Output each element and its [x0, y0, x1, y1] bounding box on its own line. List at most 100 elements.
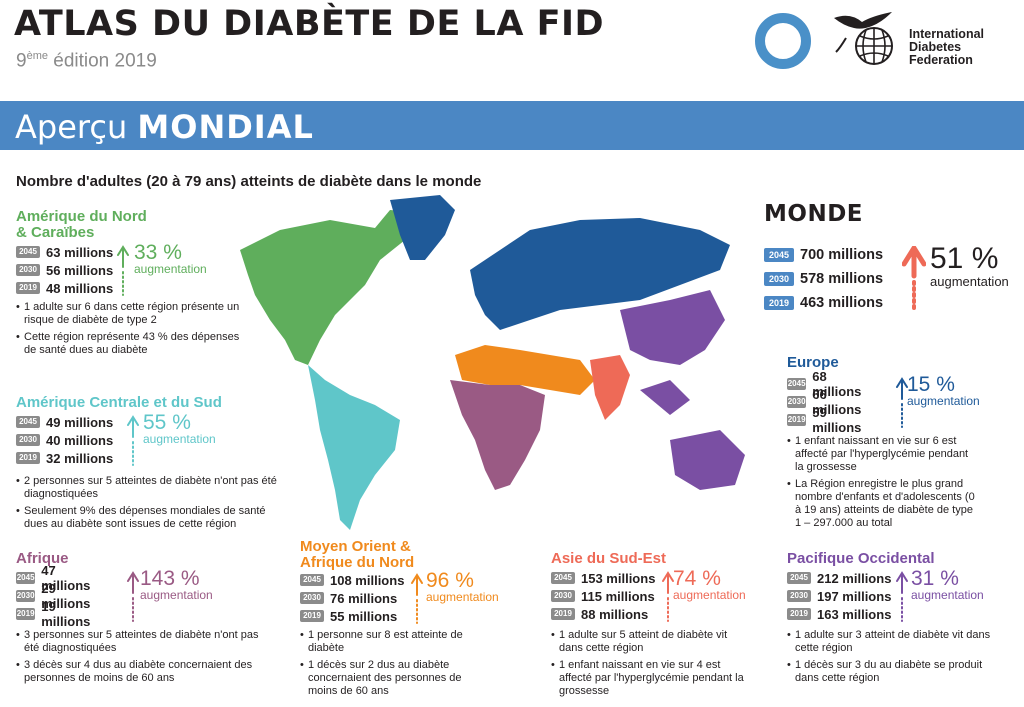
world-stats: 2045 700 millions 2030 578 millions 2019 46… [764, 243, 883, 315]
year-badge: 2019 [764, 296, 794, 310]
value-2030: 115 millions [581, 588, 655, 604]
increase-arrow-icon [896, 377, 908, 428]
increase-arrow-icon [127, 415, 139, 466]
region-western-pacific: Pacifique Occidental 2045 212 millions 20… [787, 550, 990, 684]
region-notes: 3 personnes sur 5 atteintes de diabète n… [16, 629, 271, 689]
increase-block: 33 % augmentation [134, 241, 207, 276]
year-badge: 2045 [300, 574, 324, 586]
value-2019: 19 millions [41, 599, 91, 629]
region-notes: 1 personne sur 8 est atteinte de diabète… [300, 629, 480, 702]
world-2030: 578 millions [800, 271, 884, 287]
region-title: Amérique du Nord & Caraïbes [16, 208, 147, 241]
value-2019: 32 millions [46, 450, 114, 466]
map-europe [470, 218, 730, 330]
year-badge: 2030 [300, 592, 324, 604]
note-item: 2 personnes sur 5 atteintes de diabète n… [16, 475, 286, 501]
map-south-east-asia [590, 355, 630, 420]
value-2019: 88 millions [581, 606, 649, 622]
increase-block: 143 % augmentation [140, 567, 213, 602]
value-2045: 108 millions [330, 572, 405, 588]
increase-percent: 33 % [134, 241, 182, 264]
map-south-america [308, 365, 400, 530]
value-2045: 212 millions [817, 570, 892, 586]
region-title: Pacifique Occidental [787, 550, 935, 567]
year-badge: 2019 [551, 608, 575, 620]
value-2030: 56 millions [46, 262, 114, 278]
map-north-america [240, 210, 415, 365]
value-2019: 163 millions [817, 606, 892, 622]
idf-bird-globe-logo [834, 12, 893, 65]
increase-label: augmentation [134, 262, 207, 276]
increase-arrow-icon [662, 571, 674, 622]
blue-circle-logo [755, 13, 811, 69]
year-badge: 2045 [787, 378, 807, 390]
note-item: 1 adulte sur 3 atteint de diabète vit da… [787, 629, 992, 655]
year-badge: 2030 [764, 272, 794, 286]
increase-percent: 96 % [426, 569, 474, 592]
note-item: 3 personnes sur 5 atteintes de diabète n… [16, 629, 271, 655]
year-badge: 2030 [16, 264, 40, 276]
value-2045: 49 millions [46, 414, 114, 430]
note-item: 1 personne sur 8 est atteinte de diabète [300, 629, 480, 655]
increase-label: augmentation [911, 588, 984, 602]
value-2030: 29 millions [41, 581, 91, 611]
year-badge: 2030 [787, 590, 811, 602]
region-north-america: Amérique du Nord & Caraïbes 2045 63 milli… [16, 208, 239, 356]
note-item: 1 adulte sur 5 atteint de diabète vit da… [551, 629, 751, 655]
value-2045: 153 millions [581, 570, 656, 586]
region-central-south-america: Amérique Centrale et du Sud 2045 49 milli… [16, 394, 277, 530]
value-2030: 40 millions [46, 432, 114, 448]
value-2030: 76 millions [330, 590, 398, 606]
year-badge: 2019 [300, 610, 324, 622]
title-banner: Aperçu MONDIAL [0, 101, 1024, 150]
world-increase: 51 % augmentation [930, 242, 1009, 290]
note-item: 1 adulte sur 6 dans cette région présent… [16, 301, 241, 327]
region-mena: Moyen Orient & Afrique du Nord 2045 108 m… [300, 539, 499, 697]
region-title: Europe [787, 354, 839, 371]
increase-label: augmentation [140, 588, 213, 602]
note-item: 1 enfant naissant en vie sur 6 est affec… [787, 435, 977, 474]
atlas-title: ATLAS DU DIABÈTE DE LA FID [14, 4, 605, 44]
region-south-east-asia: Asie du Sud-Est 2045 153 millions 2030 115… [551, 551, 746, 697]
increase-arrow-icon [896, 571, 908, 622]
increase-label: augmentation [426, 590, 499, 604]
increase-percent: 143 % [140, 567, 200, 590]
year-badge: 2030 [551, 590, 575, 602]
world-title: MONDE [764, 201, 863, 227]
region-title: Afrique [16, 550, 69, 567]
year-badge: 2030 [16, 434, 40, 446]
region-notes: 2 personnes sur 5 atteintes de diabète n… [16, 475, 286, 535]
region-notes: 1 enfant naissant en vie sur 6 est affec… [787, 435, 977, 534]
increase-block: 31 % augmentation [911, 567, 984, 602]
map-western-pacific [620, 290, 745, 490]
note-item: 3 décès sur 4 dus au diabète concernaien… [16, 659, 271, 685]
region-europe: Europe 2045 68 millions 2030 66 millions 2… [787, 354, 980, 529]
increase-percent: 74 % [673, 567, 721, 590]
year-badge: 2019 [787, 608, 811, 620]
banner-title: Aperçu MONDIAL [15, 108, 314, 146]
year-badge: 2045 [787, 572, 811, 584]
increase-percent: 55 % [143, 411, 191, 434]
increase-label: augmentation [673, 588, 746, 602]
year-badge: 2019 [16, 452, 40, 464]
value-2030: 66 millions [812, 387, 862, 417]
value-2045: 63 millions [46, 244, 114, 260]
world-arrow-icon [902, 246, 926, 312]
year-badge: 2030 [787, 396, 807, 408]
year-badge: 2045 [16, 246, 40, 258]
region-title: Amérique Centrale et du Sud [16, 394, 222, 411]
region-notes: 1 adulte sur 3 atteint de diabète vit da… [787, 629, 992, 689]
increase-arrow-icon [117, 245, 129, 296]
map-africa [450, 380, 545, 490]
increase-percent: 31 % [911, 567, 959, 590]
note-item: 1 enfant naissant en vie sur 4 est affec… [551, 659, 751, 698]
note-item: 1 décès sur 2 dus au diabète concernaien… [300, 659, 480, 698]
increase-label: augmentation [143, 432, 216, 446]
increase-block: 74 % augmentation [673, 567, 746, 602]
value-2019: 55 millions [330, 608, 398, 624]
value-2030: 197 millions [817, 588, 892, 604]
region-notes: 1 adulte sur 5 atteint de diabète vit da… [551, 629, 751, 702]
increase-arrow-icon [411, 573, 423, 624]
year-badge: 2045 [764, 248, 794, 262]
note-item: Seulement 9% des dépenses mondiales de s… [16, 505, 286, 531]
